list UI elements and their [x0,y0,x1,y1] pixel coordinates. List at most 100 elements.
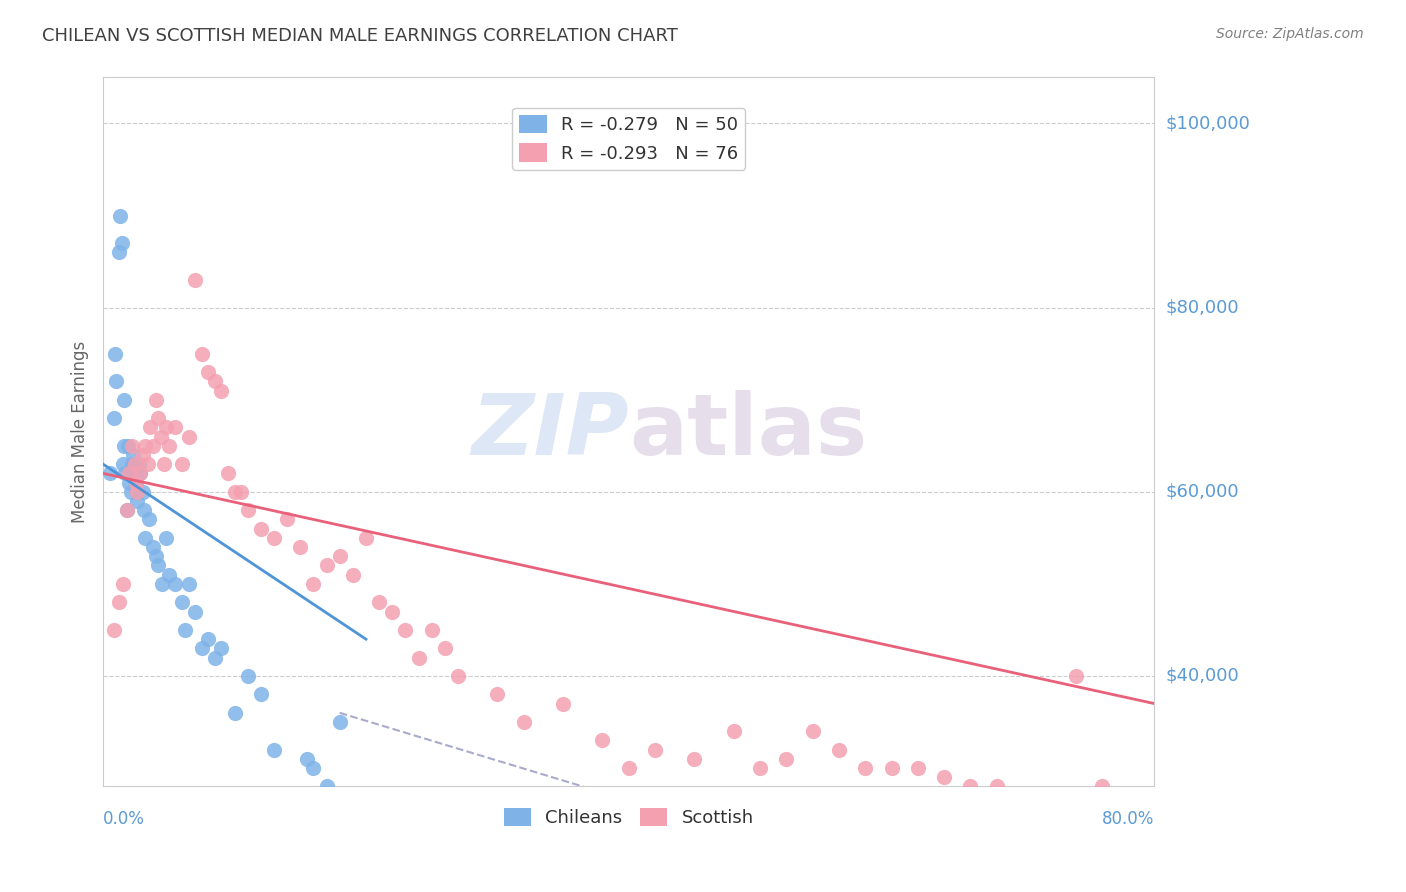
Point [110,236,132,251]
Text: Source: ZipAtlas.com: Source: ZipAtlas.com [1216,27,1364,41]
Point [250,687,273,701]
Point [165,577,187,591]
Point [408,650,430,665]
Point [136,457,159,471]
Point [1170,807,1192,822]
Point [149,429,172,443]
Point [150,577,173,591]
Point [122,448,145,462]
Point [420,623,443,637]
Point [115,503,138,517]
Point [204,374,226,388]
Point [204,650,226,665]
Point [801,724,824,739]
Point [290,540,312,554]
Point [315,558,337,573]
Point [125,475,148,490]
Text: $60,000: $60,000 [1166,483,1239,500]
Text: $40,000: $40,000 [1166,667,1239,685]
Point [236,503,259,517]
Point [118,467,141,481]
Point [197,365,219,379]
Point [209,384,232,398]
Point [1091,780,1114,794]
Point [115,503,138,517]
Point [98,467,121,481]
Point [190,641,212,656]
Point [128,457,150,471]
Point [118,475,141,490]
Point [486,687,509,701]
Point [108,245,131,260]
Point [1064,669,1087,683]
Point [120,484,142,499]
Point [131,484,153,499]
Point [1222,697,1244,711]
Point [302,761,325,775]
Point [512,714,534,729]
Point [433,641,456,656]
Text: 0.0%: 0.0% [103,810,145,828]
Point [775,752,797,766]
Text: ZIP: ZIP [471,391,628,474]
Point [986,780,1008,794]
Point [103,623,125,637]
Point [224,706,246,720]
Point [129,467,152,481]
Point [295,752,318,766]
Point [132,503,155,517]
Point [177,577,200,591]
Point [263,742,285,756]
Point [145,392,167,407]
Point [127,484,149,499]
Point [959,780,981,794]
Point [108,595,131,609]
Point [381,605,404,619]
Point [368,595,391,609]
Point [105,374,128,388]
Point [749,761,772,775]
Point [217,467,239,481]
Point [108,209,131,223]
Point [229,484,252,499]
Point [145,549,167,564]
Point [683,752,706,766]
Point [127,494,149,508]
Point [1116,789,1139,803]
Point [170,457,193,471]
Point [644,742,666,756]
Point [121,439,143,453]
Point [170,595,193,609]
Point [131,448,153,462]
Point [138,512,160,526]
Point [302,577,325,591]
Point [134,439,156,453]
Point [177,429,200,443]
Point [224,484,246,499]
Text: $80,000: $80,000 [1166,299,1239,317]
Point [617,761,640,775]
Point [329,549,352,564]
Point [354,531,377,545]
Point [165,420,187,434]
Point [447,669,470,683]
Point [342,567,364,582]
Point [129,467,152,481]
Point [134,531,156,545]
Point [157,567,180,582]
Point [152,457,174,471]
Point [853,761,876,775]
Point [157,439,180,453]
Y-axis label: Median Male Earnings: Median Male Earnings [72,341,89,523]
Point [155,531,177,545]
Text: atlas: atlas [628,391,868,474]
Text: 80.0%: 80.0% [1102,810,1154,828]
Text: $100,000: $100,000 [1166,114,1250,133]
Point [124,457,146,471]
Point [551,697,574,711]
Point [139,420,162,434]
Point [197,632,219,647]
Point [148,411,170,425]
Point [190,347,212,361]
Point [250,522,273,536]
